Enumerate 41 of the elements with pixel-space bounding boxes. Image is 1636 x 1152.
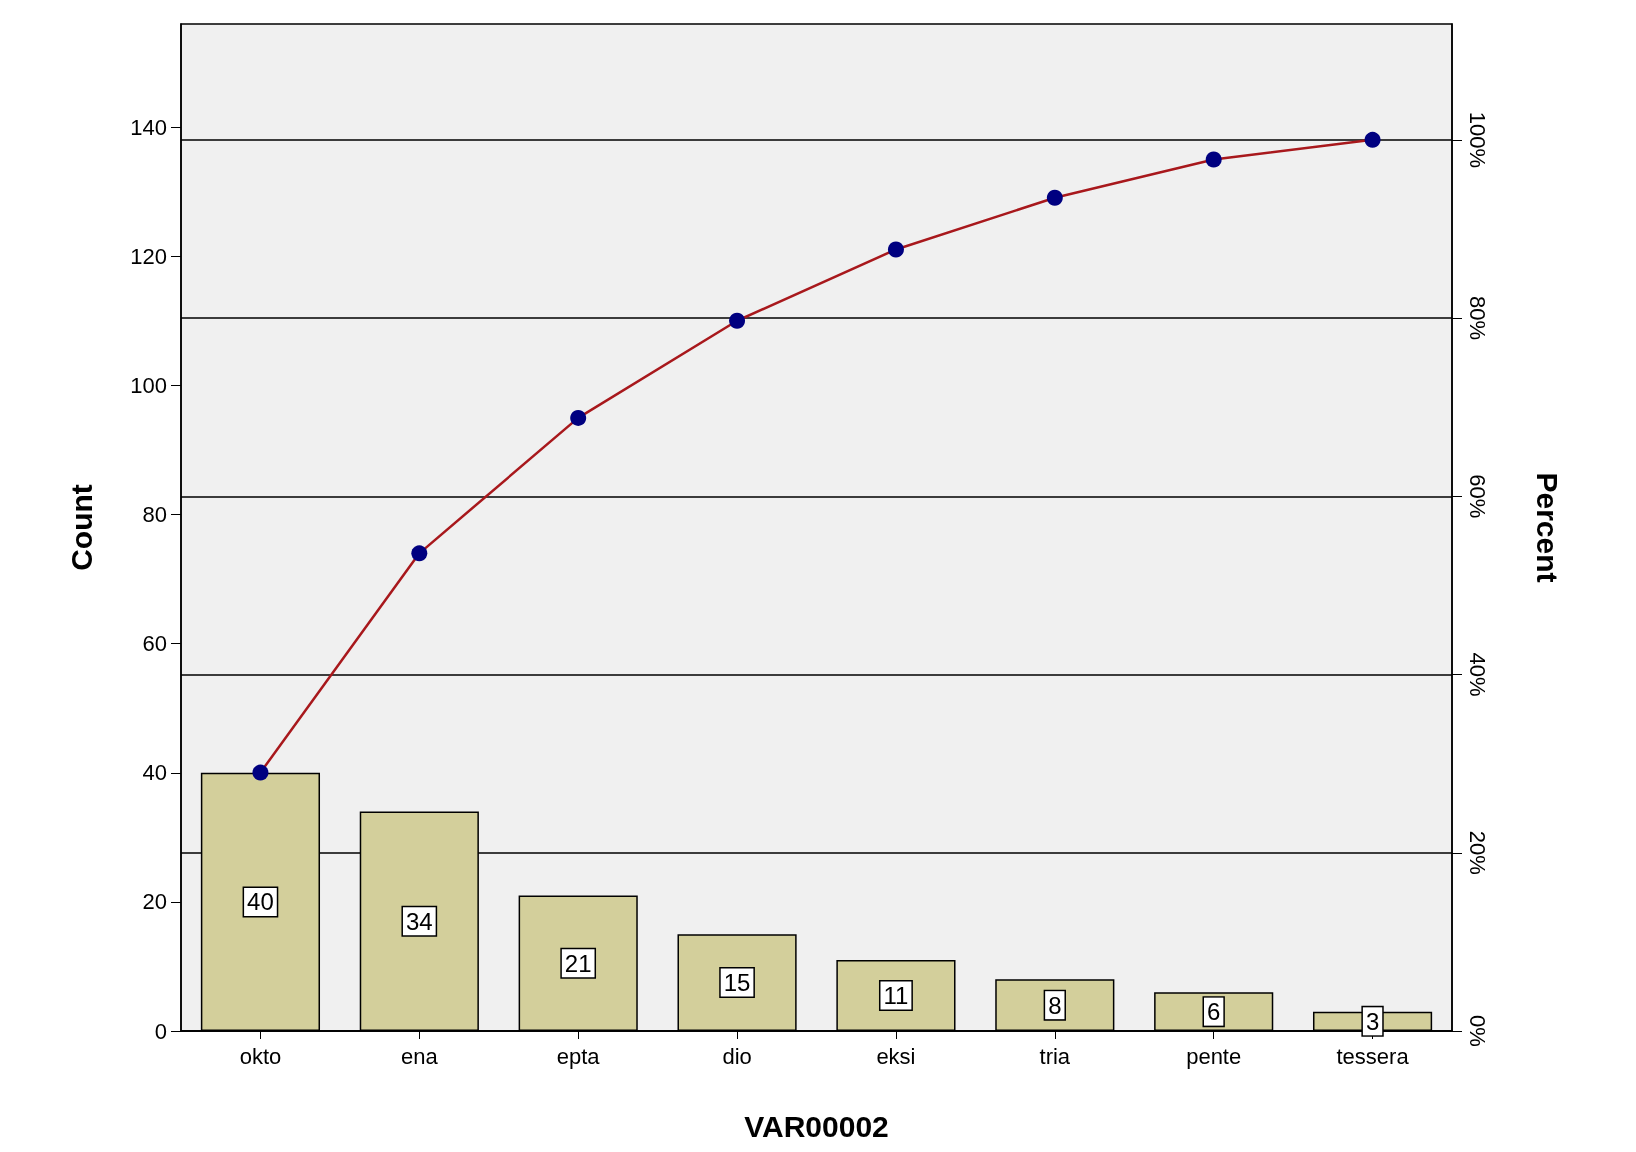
point	[1364, 131, 1381, 148]
data-label: 21	[564, 949, 592, 977]
x-axis-title: VAR00002	[744, 1109, 889, 1143]
y-tick-label: 80	[142, 502, 167, 528]
x-tick-label: epta	[556, 1043, 601, 1069]
y2-tick-label: 40%	[1464, 652, 1490, 697]
y-tick-label: 60	[142, 631, 167, 657]
point	[252, 764, 269, 781]
y-tick-label: 140	[130, 114, 167, 140]
point	[1046, 189, 1063, 206]
point	[411, 545, 428, 562]
y2-tick-label: 100%	[1464, 111, 1490, 168]
y2-tick-label: 0%	[1464, 1015, 1490, 1047]
y2-tick-label: 80%	[1464, 296, 1490, 341]
y-tick-label: 0	[154, 1018, 167, 1044]
x-tick-label: ena	[400, 1043, 439, 1069]
x-tick-label: tessera	[1336, 1043, 1410, 1069]
x-tick-label: pente	[1186, 1043, 1242, 1069]
data-label: 40	[247, 888, 274, 916]
x-tick-label: okto	[239, 1043, 282, 1069]
point	[729, 312, 746, 329]
y-tick-label: 20	[142, 889, 167, 915]
x-tick-label: tria	[1039, 1043, 1071, 1069]
data-label: 11	[883, 982, 909, 1009]
point	[1205, 151, 1222, 168]
data-label: 34	[405, 907, 433, 935]
data-label: 8	[1048, 991, 1062, 1019]
y-axis-title: Count	[64, 484, 98, 571]
y2-tick-label: 20%	[1464, 830, 1490, 875]
y2-tick-label: 60%	[1464, 474, 1490, 519]
y-tick-label: 120	[130, 243, 167, 269]
point	[570, 409, 587, 426]
y-tick-label: 100	[130, 372, 167, 398]
y-tick-label: 40	[142, 760, 167, 786]
x-tick-label: dio	[722, 1043, 752, 1069]
point	[887, 241, 904, 258]
data-label: 6	[1207, 998, 1221, 1026]
data-label: 15	[723, 969, 751, 997]
x-tick-label: eksi	[876, 1043, 916, 1069]
data-label: 3	[1365, 1007, 1380, 1035]
y2-axis-title: Percent	[1530, 472, 1564, 583]
